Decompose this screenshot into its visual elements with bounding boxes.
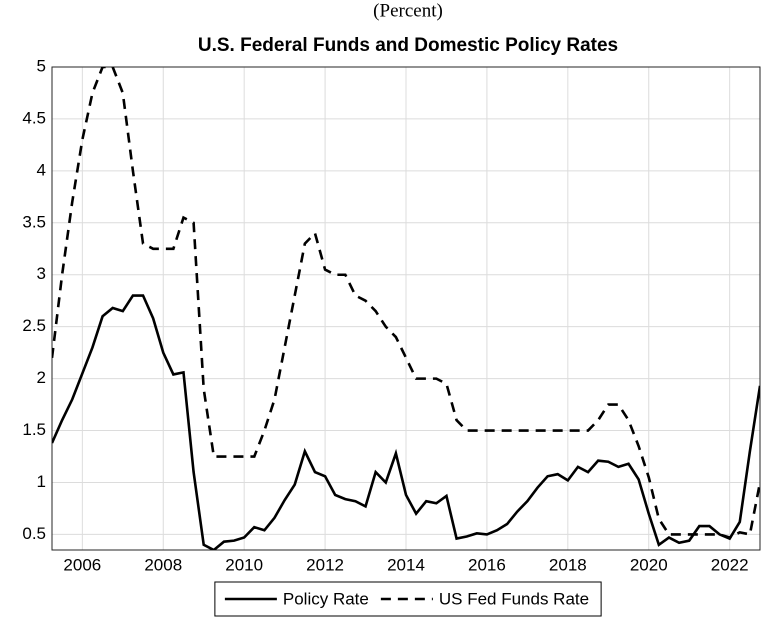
y-tick-label: 2 <box>37 368 46 387</box>
chart-subtitle: (Percent) <box>373 0 443 21</box>
x-tick-label: 2018 <box>549 555 587 574</box>
legend-label: Policy Rate <box>283 589 369 608</box>
legend: Policy Rate US Fed Funds Rate <box>214 581 602 617</box>
legend-box <box>214 581 602 617</box>
x-tick-label: 2010 <box>225 555 263 574</box>
y-tick-label: 4 <box>37 160 46 179</box>
legend-label: US Fed Funds Rate <box>439 589 589 608</box>
y-tick-label: 1.5 <box>22 420 46 439</box>
y-tick-label: 2.5 <box>22 316 46 335</box>
x-tick-label: 2020 <box>630 555 668 574</box>
y-tick-label: 4.5 <box>22 108 46 127</box>
chart-title: U.S. Federal Funds and Domestic Policy R… <box>198 35 618 56</box>
x-tick-label: 2006 <box>63 555 101 574</box>
x-tick-label: 2022 <box>711 555 749 574</box>
y-tick-label: 0.5 <box>22 524 46 543</box>
y-tick-label: 3 <box>37 264 46 283</box>
y-tick-label: 1 <box>37 472 46 491</box>
plot-frame <box>51 66 761 551</box>
x-tick-label: 2012 <box>306 555 344 574</box>
x-tick-label: 2016 <box>468 555 506 574</box>
series-line <box>52 294 760 550</box>
x-tick-label: 2014 <box>387 555 425 574</box>
x-tick-label: 2008 <box>144 555 182 574</box>
series-line <box>52 67 760 539</box>
y-tick-label: 5 <box>37 56 46 75</box>
y-tick-label: 3.5 <box>22 212 46 231</box>
